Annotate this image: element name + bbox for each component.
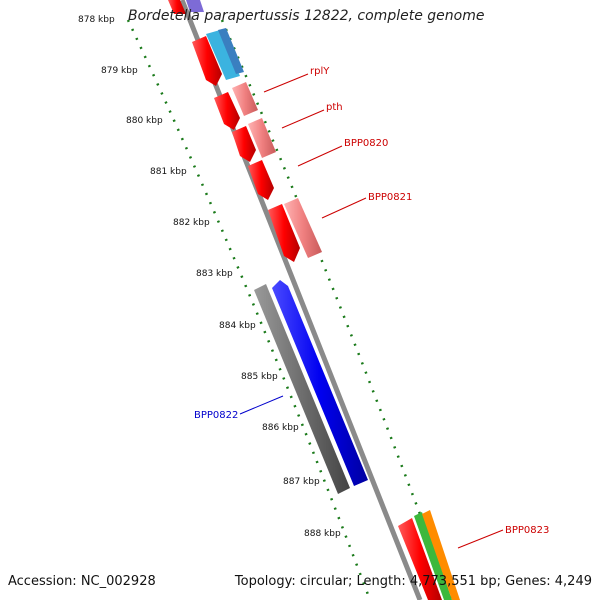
kbp-label: 878 kbp (78, 15, 115, 25)
label-leaders (239, 73, 504, 549)
gene-feature (268, 204, 300, 262)
leader-line (263, 73, 309, 93)
leader-line (297, 145, 343, 167)
gene-feature (214, 92, 240, 130)
kbp-label: 882 kbp (173, 218, 210, 228)
kbp-label: 880 kbp (126, 116, 163, 126)
gene-feature (232, 82, 258, 116)
gene-feature (168, 0, 186, 14)
gene-feature (248, 118, 276, 158)
gene-feature (398, 518, 442, 600)
gene-feature (414, 512, 452, 600)
kbp-label: 886 kbp (262, 423, 299, 433)
gene-feature (192, 36, 222, 86)
gene-feature (232, 126, 256, 162)
gene-label-bpp0822: BPP0822 (194, 410, 238, 421)
gene-label-pth: pth (326, 102, 343, 113)
leader-line (457, 529, 504, 549)
gene-feature (186, 0, 204, 12)
accession-text: Accession: NC_002928 (8, 574, 156, 589)
map-title: Bordetella parapertussis 12822, complete… (128, 8, 485, 24)
genome-backbone (179, 0, 423, 600)
inner-tick-line (126, 19, 372, 600)
kbp-label: 883 kbp (196, 269, 233, 279)
kbp-label: 881 kbp (150, 167, 187, 177)
gene-label-bpp0823: BPP0823 (505, 525, 549, 536)
gene-name-labels: rplY pth BPP0820 BPP0821 BPP0822 BPP0823 (194, 66, 549, 536)
leader-line (281, 109, 325, 129)
gene-feature (248, 160, 274, 200)
gene-label-bpp0820: BPP0820 (344, 138, 388, 149)
leader-line (239, 395, 284, 415)
kbp-label: 887 kbp (283, 477, 320, 487)
kbp-label: 879 kbp (101, 66, 138, 76)
tick-lines (126, 19, 454, 600)
gene-feature (218, 28, 244, 74)
gene-feature (422, 510, 460, 600)
leader-line (321, 197, 367, 219)
gene-feature (254, 284, 350, 494)
genome-summary-text: Topology: circular; Length: 4,773,551 bp… (234, 574, 592, 589)
kbp-label: 888 kbp (304, 529, 341, 539)
gene-feature (284, 198, 322, 258)
gene-label-rply: rplY (310, 66, 330, 77)
gene-label-bpp0821: BPP0821 (368, 192, 412, 203)
gene-feature (272, 280, 368, 486)
gene-features (168, 0, 460, 600)
kbp-label: 885 kbp (241, 372, 278, 382)
kbp-label: 884 kbp (219, 321, 256, 331)
gene-feature (206, 30, 240, 80)
kbp-labels: 878 kbp 879 kbp 880 kbp 881 kbp 882 kbp … (78, 15, 341, 539)
